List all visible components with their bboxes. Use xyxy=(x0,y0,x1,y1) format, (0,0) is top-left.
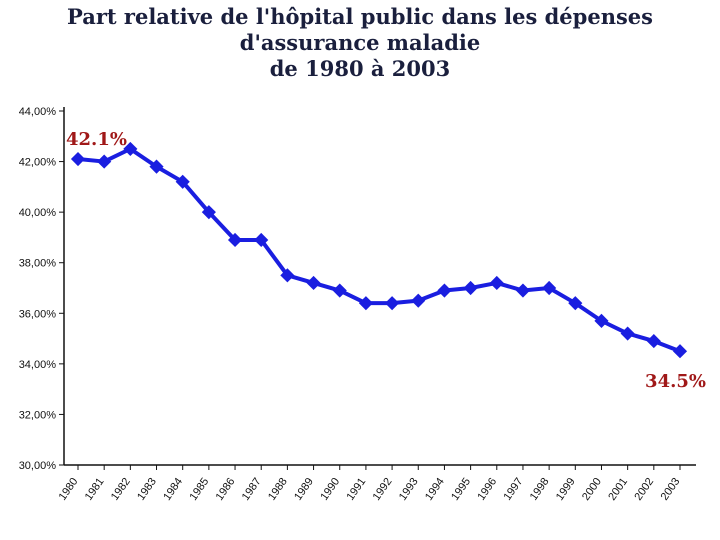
x-tick-label: 1997 xyxy=(502,476,526,503)
x-tick-label: 2002 xyxy=(632,476,656,503)
x-tick-label: 1999 xyxy=(554,476,578,503)
data-point xyxy=(358,296,373,311)
y-tick-label: 30,00% xyxy=(19,460,57,472)
x-tick-label: 1984 xyxy=(161,476,185,503)
data-point xyxy=(542,280,557,296)
data-point xyxy=(149,159,164,174)
y-tick-label: 34,00% xyxy=(19,359,57,371)
x-tick-label: 1988 xyxy=(266,476,290,503)
data-point xyxy=(385,296,400,311)
x-tick-label: 1989 xyxy=(292,476,316,503)
x-tick-label: 2001 xyxy=(606,476,630,503)
data-point xyxy=(227,232,243,248)
y-tick-label: 40,00% xyxy=(19,207,57,219)
data-point xyxy=(201,205,216,220)
data-point xyxy=(306,275,321,291)
annotation-label: 34.5% xyxy=(645,371,706,392)
x-tick-label: 1998 xyxy=(528,476,552,503)
annotation-label: 42.1% xyxy=(66,129,127,150)
x-tick-label: 1983 xyxy=(135,476,159,503)
x-tick-label: 1992 xyxy=(371,476,395,503)
x-tick-label: 1991 xyxy=(344,476,368,503)
x-tick-label: 1994 xyxy=(423,476,447,503)
x-tick-label: 1981 xyxy=(83,476,107,503)
series-line xyxy=(77,146,681,354)
x-tick-label: 1993 xyxy=(397,476,421,503)
x-tick-label: 1982 xyxy=(109,476,133,503)
x-tick-label: 1996 xyxy=(475,476,499,503)
data-point xyxy=(280,268,295,283)
y-tick-label: 38,00% xyxy=(19,258,57,270)
x-tick-label: 1987 xyxy=(240,476,264,503)
y-tick-label: 42,00% xyxy=(19,157,57,169)
chart-title-line-2: de 1980 à 2003 xyxy=(269,56,451,81)
data-point xyxy=(70,151,86,167)
y-tick-label: 36,00% xyxy=(19,308,57,320)
data-point xyxy=(515,283,531,298)
data-point xyxy=(411,293,426,308)
data-point xyxy=(254,232,269,248)
x-tick-label: 1995 xyxy=(449,476,473,503)
data-point xyxy=(620,326,635,341)
data-point xyxy=(672,344,688,359)
data-point xyxy=(97,154,112,169)
x-tick-label: 2003 xyxy=(659,476,683,503)
data-point xyxy=(489,275,504,291)
chart-title-line-1: Part relative de l'hôpital public dans l… xyxy=(67,4,653,55)
x-tick-label: 2000 xyxy=(580,476,604,503)
data-point xyxy=(463,280,478,296)
x-tick-label: 1990 xyxy=(318,476,342,503)
data-point xyxy=(175,174,190,189)
data-point xyxy=(437,283,452,298)
chart-title: Part relative de l'hôpital public dans l… xyxy=(0,4,720,82)
data-point xyxy=(646,334,661,349)
data-point xyxy=(568,296,583,311)
x-tick-label: 1985 xyxy=(187,476,211,503)
y-tick-label: 32,00% xyxy=(19,409,57,421)
x-tick-label: 1986 xyxy=(214,476,238,503)
data-point xyxy=(594,313,609,328)
y-tick-label: 44,00% xyxy=(19,106,57,118)
data-point xyxy=(332,283,347,298)
x-tick-label: 1980 xyxy=(57,476,81,503)
